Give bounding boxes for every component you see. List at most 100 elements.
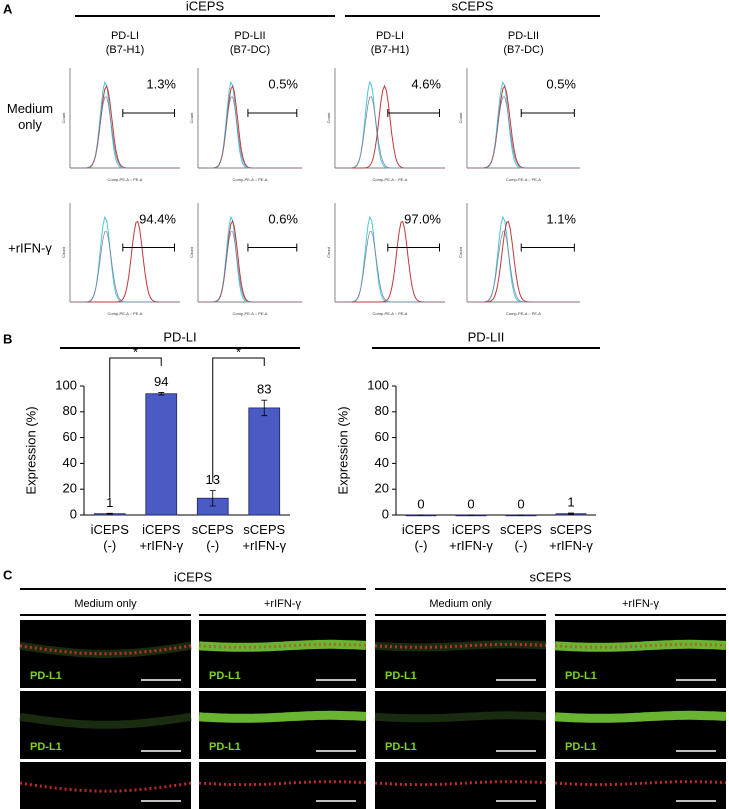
histogram-red: [70, 220, 180, 303]
panel-label: C: [3, 567, 13, 582]
percent-label: 94.4%: [139, 211, 176, 226]
x-axis-label: Comp-PE-A :: PE-A: [108, 177, 143, 182]
histogram-cyan: [198, 215, 302, 303]
error-bar: [158, 392, 165, 396]
percent-label: 0.5%: [546, 76, 576, 91]
value-label: 0: [417, 496, 424, 511]
x-axis-label: Comp-PE-A :: PE-A: [233, 177, 268, 182]
tissue-red: [554, 642, 727, 649]
y-tick-label: 40: [63, 455, 77, 470]
y-tick-label: 80: [375, 403, 389, 418]
x-tick-label: sCEPS (-): [192, 522, 234, 553]
y-tick-label: 80: [63, 403, 77, 418]
y-axis-label: Count: [61, 112, 66, 124]
column-title: PD-LI: [111, 30, 139, 42]
group-title: sCEPS: [452, 0, 494, 13]
y-axis-label: Count: [458, 112, 463, 124]
row-label: +rIFN-γ: [8, 241, 52, 256]
histogram-cyan: [70, 80, 180, 169]
histogram-red: [467, 85, 580, 169]
histogram-red: [198, 85, 302, 169]
error-bar: [106, 512, 113, 515]
column-title: PD-LII: [234, 30, 265, 42]
histogram-grey: [467, 96, 580, 169]
histogram-cyan: [198, 80, 302, 169]
significance-label: *: [133, 344, 138, 359]
x-tick-label: iCEPS +rIFN-γ: [139, 522, 183, 553]
histogram-red: [467, 220, 580, 303]
micrograph: [375, 620, 546, 688]
chart-title: PD-LI: [163, 329, 196, 344]
x-tick-label: iCEPS (-): [402, 522, 441, 553]
image-label: PD-L1: [209, 741, 241, 753]
x-axis-label: Comp-PE-A :: PE-A: [108, 311, 143, 316]
histogram-grey: [335, 96, 445, 169]
column-title: +rIFN-γ: [264, 598, 301, 610]
tissue-green: [554, 710, 727, 723]
column-title: +rIFN-γ: [622, 598, 659, 610]
histogram-grey: [335, 231, 445, 303]
micrograph: [555, 691, 726, 759]
image-label: PD-L1: [565, 670, 597, 682]
histogram-cyan: [467, 80, 580, 169]
image-label: PD-L1: [209, 670, 241, 682]
y-axis-label: Count: [326, 112, 331, 124]
value-label: 1: [567, 495, 574, 510]
histogram-red: [335, 84, 445, 169]
y-tick-label: 20: [375, 481, 389, 496]
histogram-grey: [467, 231, 580, 303]
significance-bracket: [212, 357, 265, 483]
histogram-grey: [70, 96, 180, 169]
x-tick-label: sCEPS +rIFN-γ: [549, 522, 593, 553]
column-subtitle: (B7-DC): [503, 44, 543, 56]
group-title: iCEPS: [186, 0, 225, 13]
tissue-red: [19, 781, 192, 793]
percent-label: 0.5%: [268, 76, 298, 91]
percent-label: 4.6%: [411, 76, 441, 91]
panel-label: B: [3, 331, 12, 346]
bar: [145, 393, 178, 516]
x-axis-label: Comp-PE-A :: PE-A: [233, 311, 268, 316]
column-title: PD-LII: [508, 30, 539, 42]
tissue-green: [374, 711, 547, 723]
y-tick-label: 0: [382, 506, 389, 521]
micrograph: [199, 620, 366, 688]
y-tick-label: 60: [375, 429, 389, 444]
panel-label: A: [3, 1, 13, 16]
y-axis-title: Expression (%): [23, 406, 38, 494]
x-tick-label: iCEPS (-): [91, 522, 130, 553]
percent-label: 1.3%: [146, 76, 176, 91]
histogram-red: [335, 220, 445, 303]
row-label: Medium only: [7, 101, 53, 132]
y-tick-label: 100: [55, 377, 77, 392]
chart-title: PD-LII: [468, 329, 505, 344]
y-axis-label: Count: [189, 112, 194, 124]
column-title: Medium only: [74, 598, 137, 610]
column-title: Medium only: [429, 598, 492, 610]
image-label: PD-L1: [30, 670, 62, 682]
tissue-green: [198, 710, 367, 723]
micrograph: [555, 620, 726, 688]
histogram-grey: [70, 231, 180, 303]
image-label: PD-L1: [385, 670, 417, 682]
error-bar: [209, 490, 216, 507]
histogram-cyan: [70, 215, 180, 303]
y-axis-title: Expression (%): [335, 406, 350, 494]
percent-label: 0.6%: [268, 211, 298, 226]
percent-label: 97.0%: [404, 211, 441, 226]
y-tick-label: 40: [375, 455, 389, 470]
significance-label: *: [236, 344, 241, 359]
column-title: PD-LI: [376, 30, 404, 42]
x-axis-label: Comp-PE-A :: PE-A: [373, 177, 408, 182]
image-label: PD-L1: [30, 741, 62, 753]
column-subtitle: (B7-DC): [230, 44, 270, 56]
value-label: 0: [467, 496, 474, 511]
tissue-green: [198, 639, 367, 652]
column-subtitle: (B7-H1): [371, 44, 410, 56]
x-tick-label: iCEPS +rIFN-γ: [449, 522, 493, 553]
tissue-red: [374, 642, 547, 649]
micrograph: [199, 691, 366, 759]
tissue-red: [554, 780, 727, 787]
y-axis-label: Count: [458, 246, 463, 258]
